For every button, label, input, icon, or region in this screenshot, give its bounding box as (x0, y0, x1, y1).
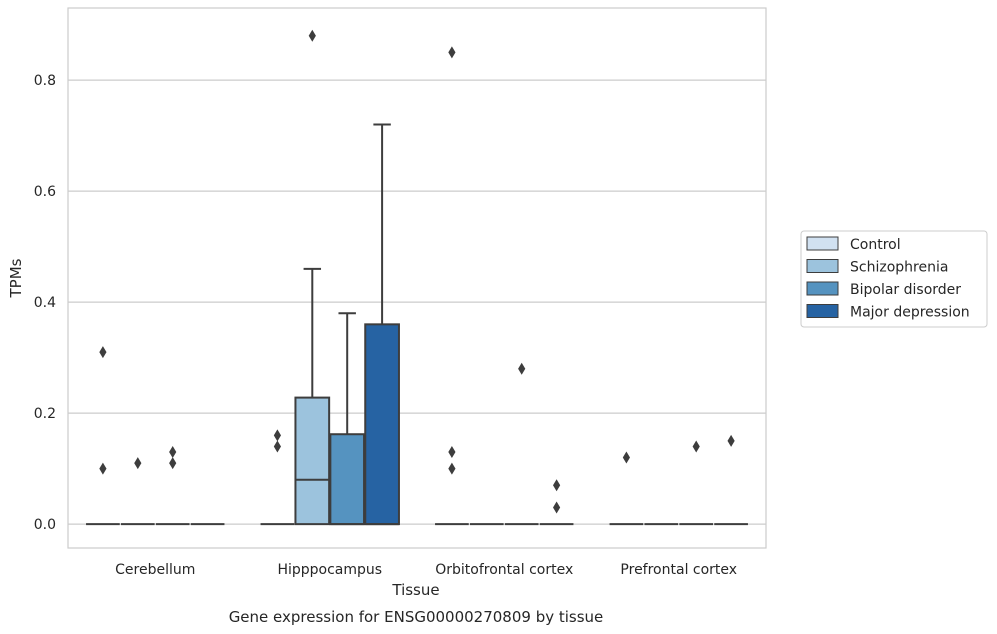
legend-frame (800, 230, 988, 328)
box-0-1 (260, 429, 295, 526)
legend-item: Major depression (806, 304, 970, 321)
legend-swatch (806, 304, 839, 318)
box-0-0 (86, 346, 120, 526)
x-axis-ticks: Cerebellum Hipppocampus Orbitofrontal cort… (115, 562, 737, 578)
box-0-3 (609, 451, 644, 526)
legend-label: Major depression (850, 305, 970, 321)
outlier-point (727, 434, 735, 447)
y-tick-label: 0.0 (34, 517, 56, 533)
outlier-point (308, 29, 316, 42)
outlier-point (169, 457, 177, 470)
y-tick-label: 0.6 (34, 184, 56, 200)
figure-caption: Gene expression for ENSG00000270809 by t… (229, 608, 604, 626)
box-1-0 (120, 457, 155, 526)
legend: Control Schizophrenia Bipolar disorder Majo… (800, 230, 988, 328)
box-plot-area (86, 29, 748, 526)
box-body (294, 396, 331, 526)
legend-label: Schizophrenia (850, 260, 948, 276)
box-2-3 (679, 440, 714, 526)
x-tick-label: Prefrontal cortex (620, 562, 737, 578)
box-3-1 (364, 123, 400, 526)
y-tick-label: 0.8 (34, 73, 56, 89)
box-2-2 (504, 362, 539, 526)
y-axis-label: TPMs (7, 258, 25, 298)
y-tick-label: 0.2 (34, 406, 56, 422)
box-body (364, 323, 400, 526)
outlier-point (448, 46, 456, 59)
outlier-point (692, 440, 700, 453)
legend-item: Control (806, 236, 901, 253)
outlier-point (518, 362, 526, 375)
legend-label: Bipolar disorder (850, 282, 961, 298)
outlier-point (134, 457, 142, 470)
box-2-0 (155, 445, 190, 526)
outlier-point (169, 445, 177, 458)
x-tick-label: Cerebellum (115, 562, 195, 578)
plot-frame (67, 7, 767, 549)
legend-item: Bipolar disorder (806, 281, 961, 298)
box-3-3 (714, 434, 748, 526)
x-tick-label: Orbitofrontal cortex (435, 562, 573, 578)
box-body (329, 433, 366, 526)
outlier-point (553, 479, 561, 492)
outlier-point (622, 451, 630, 464)
outlier-point (273, 440, 281, 453)
outlier-point (448, 445, 456, 458)
box-2-1 (329, 312, 366, 526)
box-0-2 (435, 46, 469, 526)
x-tick-label: Hipppocampus (277, 562, 382, 578)
y-axis-ticks: 0.0 0.2 0.4 0.6 0.8 (34, 73, 56, 533)
legend-swatch (806, 236, 839, 251)
legend-label: Control (850, 237, 901, 253)
legend-swatch (806, 259, 839, 273)
box-3-2 (539, 479, 574, 526)
legend-items: Control Schizophrenia Bipolar disorder Majo… (806, 236, 970, 321)
y-tick-label: 0.4 (34, 295, 56, 311)
outlier-point (273, 429, 281, 442)
x-axis-label: Tissue (391, 581, 439, 599)
box-1-1 (294, 29, 331, 526)
outlier-point (448, 462, 456, 475)
legend-swatch (806, 281, 839, 296)
outlier-point (99, 462, 107, 475)
outlier-point (553, 501, 561, 514)
legend-item: Schizophrenia (806, 259, 948, 276)
outlier-point (99, 346, 107, 359)
